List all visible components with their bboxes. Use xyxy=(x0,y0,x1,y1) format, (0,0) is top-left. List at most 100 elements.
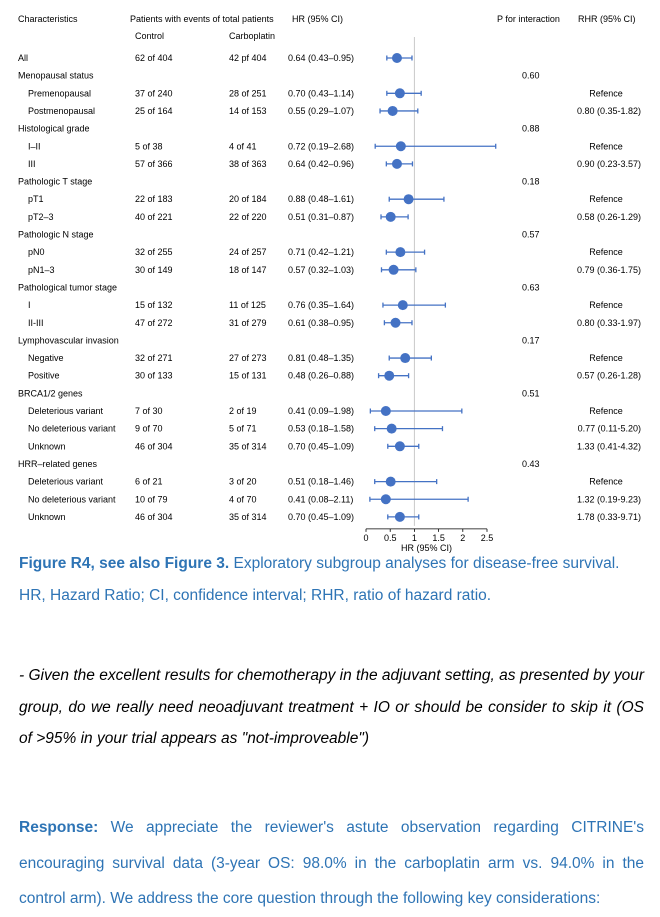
carboplatin-events: 5 of 71 xyxy=(229,424,257,434)
hr-point xyxy=(385,476,396,487)
hr-ci-text: 0.71 (0.42–1.21) xyxy=(288,247,354,257)
carboplatin-events: 14 of 153 xyxy=(229,106,267,116)
hr-ci-text: 0.61 (0.38–0.95) xyxy=(288,318,354,328)
hr-point xyxy=(394,511,405,522)
rhr-value: 0.90 (0.23-3.57) xyxy=(577,159,641,169)
rhr-value: 0.80 (0.33-1.97) xyxy=(577,318,641,328)
carboplatin-events: 20 of 184 xyxy=(229,194,267,204)
rhr-value: 0.80 (0.35-1.82) xyxy=(577,106,641,116)
carboplatin-events: 35 of 314 xyxy=(229,441,267,451)
rhr-value: 1.32 (0.19-9.23) xyxy=(577,494,641,504)
header-rhr: RHR (95% CI) xyxy=(578,14,636,24)
row-label: Premenopausal xyxy=(28,88,91,98)
subgroup-row: Unknown 46 of 304 35 of 314 0.70 (0.45–1.09… xyxy=(28,441,641,452)
row-label: Unknown xyxy=(28,441,66,451)
rhr-value: 1.33 (0.41-4.32) xyxy=(577,441,641,451)
hr-ci-text: 0.72 (0.19–2.68) xyxy=(288,141,354,151)
control-events: 57 of 366 xyxy=(135,159,173,169)
hr-point xyxy=(395,141,406,152)
subgroup-row: Unknown 46 of 304 35 of 314 0.70 (0.45–1.09… xyxy=(28,511,641,522)
hr-ci-text: 0.70 (0.45–1.09) xyxy=(288,441,354,451)
row-label: Histological grade xyxy=(18,124,90,134)
column-headers: Characteristics Patients with events of … xyxy=(18,14,636,41)
header-p-interaction: P for interaction xyxy=(497,14,560,24)
caption-text: Exploratory subgroup analyses for diseas… xyxy=(19,555,620,604)
x-axis-label: HR (95% CI) xyxy=(401,543,452,553)
rhr-reference: Refence xyxy=(589,247,623,257)
hr-point xyxy=(395,247,406,258)
rhr-reference: Refence xyxy=(589,194,623,204)
rhr-value: 0.57 (0.26-1.28) xyxy=(577,371,641,381)
hr-point xyxy=(385,211,396,222)
row-label: Deleterious variant xyxy=(28,477,104,487)
group-header-row: Pathologic T stage 0.18 xyxy=(18,177,540,187)
carboplatin-events: 4 of 41 xyxy=(229,141,257,151)
x-tick-label: 1 xyxy=(412,533,417,543)
header-carboplatin: Carboplatin xyxy=(229,31,275,41)
control-events: 40 of 221 xyxy=(135,212,173,222)
hr-point xyxy=(384,370,395,381)
row-label: pN0 xyxy=(28,247,45,257)
row-label: Pathologic N stage xyxy=(18,230,94,240)
hr-ci-text: 0.41 (0.09–1.98) xyxy=(288,406,354,416)
rhr-value: 0.58 (0.26-1.29) xyxy=(577,212,641,222)
carboplatin-events: 2 of 19 xyxy=(229,406,257,416)
row-label: Deleterious variant xyxy=(28,406,104,416)
group-header-row: All 62 of 404 42 pf 404 0.64 (0.43–0.95) xyxy=(18,53,413,63)
group-header-row: Lymphovascular invasion 0.17 xyxy=(18,335,540,345)
carboplatin-events: 18 of 147 xyxy=(229,265,267,275)
row-label: pT1 xyxy=(28,194,44,204)
x-tick-label: 0 xyxy=(363,533,368,543)
row-label: pT2–3 xyxy=(28,212,54,222)
subgroup-row: pT1 22 of 183 20 of 184 0.88 (0.48–1.61) Ref… xyxy=(28,194,623,205)
subgroup-row: pT2–3 40 of 221 22 of 220 0.51 (0.31–0.87) 0… xyxy=(28,211,641,222)
control-events: 30 of 149 xyxy=(135,265,173,275)
group-header-row: BRCA1/2 genes 0.51 xyxy=(18,388,540,398)
hr-ci-text: 0.51 (0.18–1.46) xyxy=(288,477,354,487)
subgroup-row: III 57 of 366 38 of 363 0.64 (0.42–0.96) 0.9… xyxy=(28,158,641,169)
row-label: Positive xyxy=(28,371,60,381)
row-label: BRCA1/2 genes xyxy=(18,388,83,398)
header-events: Patients with events of total patients xyxy=(130,14,274,24)
control-events: 32 of 271 xyxy=(135,353,173,363)
carboplatin-events: 22 of 220 xyxy=(229,212,267,222)
hr-ci-text: 0.57 (0.32–1.03) xyxy=(288,265,354,275)
rhr-reference: Refence xyxy=(589,477,623,487)
carboplatin-events: 11 of 125 xyxy=(229,300,266,310)
rhr-reference: Refence xyxy=(589,300,623,310)
hr-point xyxy=(386,423,397,434)
x-tick-label: 2 xyxy=(460,533,465,543)
control-events: 6 of 21 xyxy=(135,477,163,487)
figure-caption: Figure R4, see also Figure 3. Explorator… xyxy=(19,548,644,612)
control-events: 22 of 183 xyxy=(135,194,173,204)
carboplatin-events: 4 of 70 xyxy=(229,494,257,504)
group-header-row: Menopausal status 0.60 xyxy=(18,71,540,81)
hr-ci-text: 0.88 (0.48–1.61) xyxy=(288,194,354,204)
hr-ci-text: 0.76 (0.35–1.64) xyxy=(288,300,354,310)
caption-label: Figure R4, see also Figure 3. xyxy=(19,555,230,572)
control-events: 10 of 79 xyxy=(135,494,168,504)
p-interaction-value: 0.51 xyxy=(522,388,540,398)
rhr-reference: Refence xyxy=(589,88,623,98)
subgroup-row: Deleterious variant 6 of 21 3 of 20 0.51 (0… xyxy=(28,476,623,487)
subgroup-row: Negative 32 of 271 27 of 273 0.81 (0.48–1.3… xyxy=(28,353,623,364)
response-label: Response: xyxy=(19,819,99,836)
rhr-value: 0.77 (0.11-5.20) xyxy=(578,424,641,434)
subgroup-row: pN1–3 30 of 149 18 of 147 0.57 (0.32–1.03) 0… xyxy=(28,264,641,275)
control-events: 5 of 38 xyxy=(135,141,163,151)
header-characteristics: Characteristics xyxy=(18,14,78,24)
p-interaction-value: 0.88 xyxy=(522,124,540,134)
row-label: Pathological tumor stage xyxy=(18,282,117,292)
subgroup-row: I 15 of 132 11 of 125 0.76 (0.35–1.64) Refen… xyxy=(28,300,623,311)
carboplatin-events: 38 of 363 xyxy=(229,159,267,169)
control-events: 9 of 70 xyxy=(135,424,163,434)
hr-ci-text: 0.48 (0.26–0.88) xyxy=(288,371,354,381)
p-interaction-value: 0.43 xyxy=(522,459,540,469)
p-interaction-value: 0.60 xyxy=(522,71,540,81)
hr-ci-text: 0.64 (0.42–0.96) xyxy=(288,159,354,169)
subgroup-row: Premenopausal 37 of 240 28 of 251 0.70 (0.4… xyxy=(28,88,623,99)
rhr-reference: Refence xyxy=(589,141,623,151)
carboplatin-events: 27 of 273 xyxy=(229,353,267,363)
response-paragraph: Response: We appreciate the reviewer's a… xyxy=(19,810,644,917)
control-events: 62 of 404 xyxy=(135,53,173,63)
